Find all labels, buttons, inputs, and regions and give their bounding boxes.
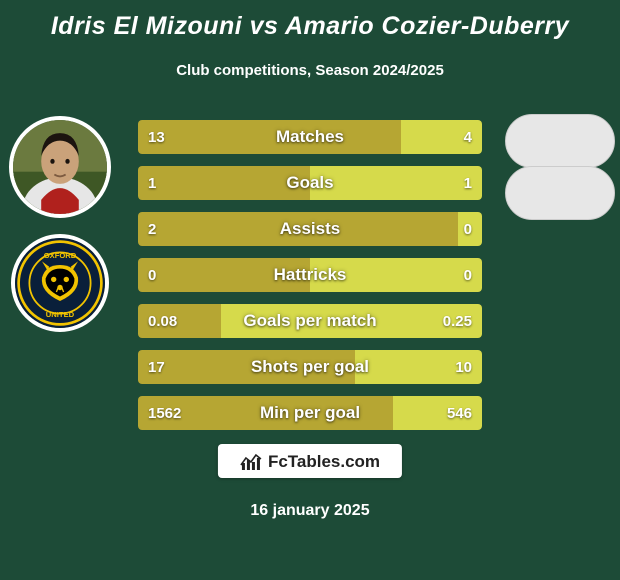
left-club-badge: OXFORD UNITED	[11, 234, 109, 332]
stat-value-left: 17	[138, 350, 175, 384]
stat-row: Goals per match0.08 0.25	[138, 304, 482, 338]
left-player-column: OXFORD UNITED	[5, 110, 115, 332]
fctables-logo: FcTables.com	[218, 444, 402, 478]
right-player-silhouette-1	[505, 114, 615, 168]
stat-row: Goals1 1	[138, 166, 482, 200]
stat-bars: Matches134Goals11Assists20Hattricks00Goa…	[138, 120, 482, 442]
stat-value-left: 0	[138, 258, 166, 292]
subtitle: Club competitions, Season 2024/2025	[0, 62, 620, 79]
stat-label: Assists	[138, 212, 482, 246]
stat-row: Assists2 0	[138, 212, 482, 246]
comparison-infographic: Idris El Mizouni vs Amario Cozier-Duberr…	[0, 0, 620, 580]
right-player-column	[505, 110, 615, 220]
stat-row: Min per goal1562546	[138, 396, 482, 430]
stat-value-right: 10	[445, 350, 482, 384]
stat-label: Shots per goal	[138, 350, 482, 384]
stat-value-right: 0.25	[433, 304, 482, 338]
stat-value-left: 1	[138, 166, 166, 200]
date-text: 16 january 2025	[0, 502, 620, 520]
stat-value-left: 0.08	[138, 304, 187, 338]
svg-text:OXFORD: OXFORD	[44, 251, 77, 260]
stat-value-left: 13	[138, 120, 175, 154]
stat-value-right: 4	[454, 120, 482, 154]
stat-value-right: 0	[454, 258, 482, 292]
brand-text: FcTables.com	[268, 452, 380, 472]
left-player-portrait	[9, 116, 111, 218]
stat-value-right: 546	[437, 396, 482, 430]
stat-label: Hattricks	[138, 258, 482, 292]
stat-value-right: 1	[454, 166, 482, 200]
stat-row: Shots per goal17 10	[138, 350, 482, 384]
svg-text:UNITED: UNITED	[46, 310, 75, 319]
stat-label: Matches	[138, 120, 482, 154]
right-player-silhouette-2	[505, 166, 615, 220]
stat-value-left: 2	[138, 212, 166, 246]
chart-icon	[240, 453, 262, 471]
stat-label: Goals	[138, 166, 482, 200]
stat-row: Hattricks0 0	[138, 258, 482, 292]
stat-row: Matches13 4	[138, 120, 482, 154]
page-title: Idris El Mizouni vs Amario Cozier-Duberr…	[0, 12, 620, 41]
stat-label: Goals per match	[138, 304, 482, 338]
stat-value-right: 0	[454, 212, 482, 246]
stat-value-left: 1562	[138, 396, 191, 430]
